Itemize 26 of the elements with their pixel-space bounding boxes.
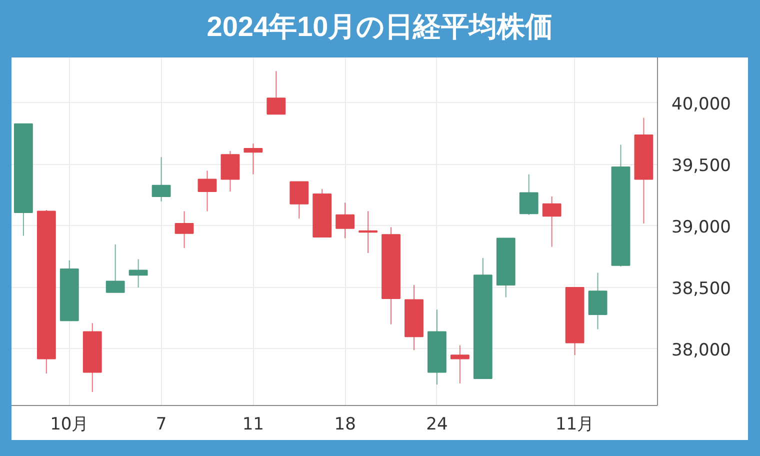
candlestick: [198, 170, 217, 212]
x-tick-label: 11: [242, 414, 264, 434]
candlestick: [450, 344, 470, 384]
y-tick-label: 39,500: [672, 156, 731, 176]
candlestick: [358, 210, 378, 254]
chart-title: 2024年10月の日経平均株価: [206, 10, 554, 44]
candlestick: [290, 181, 309, 220]
candlestick: [174, 210, 194, 249]
candlestick: [152, 156, 171, 202]
y-tick-label: 38,500: [672, 278, 731, 299]
candlestick: [519, 174, 538, 216]
x-tick-label: 24: [426, 414, 448, 434]
x-tick-label: 7: [156, 414, 167, 434]
candlestick: [588, 272, 608, 330]
candlestick: [542, 196, 562, 248]
x-tick-label: 18: [334, 414, 356, 434]
candlestick: [128, 258, 148, 288]
candlestick: [244, 143, 263, 175]
y-tick-label: 40,000: [672, 94, 731, 114]
candlestick: [106, 244, 125, 293]
candlestick: [266, 70, 286, 115]
x-tick-label: 10月: [50, 414, 89, 434]
x-tick-label: 11月: [555, 414, 594, 434]
y-tick-label: 38,000: [672, 340, 731, 360]
y-tick-label: 39,000: [672, 217, 731, 238]
candlestick: [336, 202, 355, 239]
